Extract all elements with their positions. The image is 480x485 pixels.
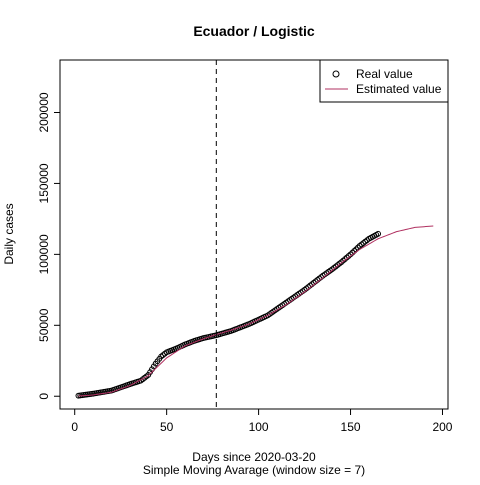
x-tick-label: 50 [160, 420, 174, 434]
x-tick-label: 200 [432, 420, 452, 434]
y-tick-label: 50000 [37, 308, 51, 342]
x-tick-label: 100 [249, 420, 269, 434]
plot-frame [59, 59, 449, 410]
x-tick-label: 150 [341, 420, 361, 434]
y-tick-label: 100000 [37, 234, 51, 274]
y-axis-label: Daily cases [2, 203, 16, 264]
legend-symbol-real [332, 70, 340, 78]
legend-label-estimated: Estimated value [356, 82, 442, 96]
plot-marks [75, 225, 434, 399]
x-axis-label: Days since 2020-03-20 [192, 450, 316, 464]
chart-title: Ecuador / Logistic [193, 23, 315, 39]
x-axis-sublabel: Simple Moving Avarage (window size = 7) [143, 463, 365, 477]
real-value-point [375, 230, 382, 237]
legend: Real value Estimated value [319, 59, 449, 103]
legend-label-real: Real value [356, 67, 413, 81]
x-axis: 0 50 100 150 200 [71, 409, 453, 434]
y-tick-label: 0 [37, 393, 51, 400]
y-tick-label: 150000 [37, 163, 51, 203]
x-tick-label: 0 [71, 420, 78, 434]
legend-box [319, 59, 449, 103]
y-axis: 0 50000 100000 150000 200000 [37, 92, 60, 400]
y-tick-label: 200000 [37, 92, 51, 132]
estimated-value-line [78, 225, 434, 397]
